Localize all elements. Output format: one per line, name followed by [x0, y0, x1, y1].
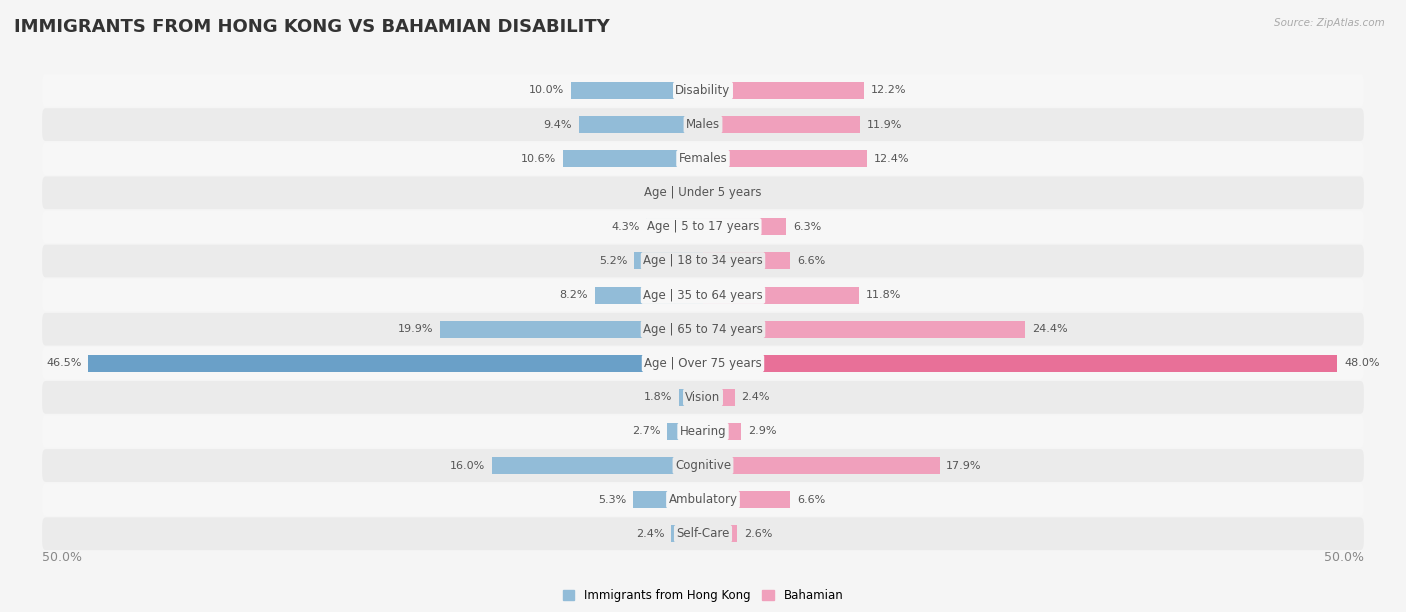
FancyBboxPatch shape [42, 108, 1364, 141]
Text: Cognitive: Cognitive [675, 459, 731, 472]
Text: Vision: Vision [685, 391, 721, 404]
Bar [703, 82, 865, 99]
FancyBboxPatch shape [42, 245, 1364, 277]
Text: 11.8%: 11.8% [866, 290, 901, 300]
Bar [703, 457, 939, 474]
FancyBboxPatch shape [42, 74, 1364, 107]
Text: 11.9%: 11.9% [868, 119, 903, 130]
FancyBboxPatch shape [42, 517, 1364, 550]
Text: Females: Females [679, 152, 727, 165]
Text: Hearing: Hearing [679, 425, 727, 438]
Text: 1.3%: 1.3% [727, 188, 755, 198]
FancyBboxPatch shape [42, 176, 1364, 209]
Text: 5.2%: 5.2% [599, 256, 627, 266]
FancyBboxPatch shape [42, 278, 1364, 312]
Bar [647, 218, 703, 236]
Text: 6.3%: 6.3% [793, 222, 821, 232]
Text: 12.2%: 12.2% [870, 86, 907, 95]
Text: 0.95%: 0.95% [648, 188, 683, 198]
Bar [703, 252, 790, 269]
Bar [89, 355, 703, 371]
Text: Age | Under 5 years: Age | Under 5 years [644, 186, 762, 200]
FancyBboxPatch shape [42, 211, 1364, 243]
Bar [703, 321, 1025, 338]
Text: Ambulatory: Ambulatory [668, 493, 738, 506]
Text: 19.9%: 19.9% [398, 324, 433, 334]
Bar [562, 150, 703, 167]
Text: 6.6%: 6.6% [797, 256, 825, 266]
Text: Males: Males [686, 118, 720, 131]
Text: Age | 65 to 74 years: Age | 65 to 74 years [643, 323, 763, 335]
Bar [440, 321, 703, 338]
Text: 10.6%: 10.6% [522, 154, 557, 163]
Text: Disability: Disability [675, 84, 731, 97]
Bar [579, 116, 703, 133]
Text: 6.6%: 6.6% [797, 494, 825, 505]
Bar [571, 82, 703, 99]
Bar [703, 525, 737, 542]
Text: Self-Care: Self-Care [676, 528, 730, 540]
Text: IMMIGRANTS FROM HONG KONG VS BAHAMIAN DISABILITY: IMMIGRANTS FROM HONG KONG VS BAHAMIAN DI… [14, 18, 610, 36]
Text: 5.3%: 5.3% [598, 494, 626, 505]
Text: 50.0%: 50.0% [42, 551, 82, 564]
Bar [668, 423, 703, 440]
FancyBboxPatch shape [42, 449, 1364, 482]
Bar [690, 184, 703, 201]
Text: 1.8%: 1.8% [644, 392, 672, 402]
Bar [679, 389, 703, 406]
Text: 4.3%: 4.3% [612, 222, 640, 232]
Text: Age | 5 to 17 years: Age | 5 to 17 years [647, 220, 759, 233]
Text: Age | 35 to 64 years: Age | 35 to 64 years [643, 289, 763, 302]
Bar [492, 457, 703, 474]
FancyBboxPatch shape [42, 381, 1364, 414]
Text: 12.4%: 12.4% [873, 154, 910, 163]
Bar [703, 150, 868, 167]
Bar [703, 355, 1337, 371]
Text: 2.4%: 2.4% [636, 529, 665, 539]
Text: 10.0%: 10.0% [529, 86, 564, 95]
Text: 2.9%: 2.9% [748, 427, 776, 436]
Text: 24.4%: 24.4% [1032, 324, 1067, 334]
Legend: Immigrants from Hong Kong, Bahamian: Immigrants from Hong Kong, Bahamian [562, 589, 844, 602]
Bar [703, 423, 741, 440]
Text: 17.9%: 17.9% [946, 461, 981, 471]
Text: 46.5%: 46.5% [46, 358, 82, 368]
Text: 9.4%: 9.4% [544, 119, 572, 130]
Text: 2.7%: 2.7% [633, 427, 661, 436]
Bar [703, 116, 860, 133]
Bar [703, 389, 735, 406]
Text: 50.0%: 50.0% [1324, 551, 1364, 564]
Bar [703, 491, 790, 508]
FancyBboxPatch shape [42, 143, 1364, 175]
Bar [595, 286, 703, 304]
FancyBboxPatch shape [42, 483, 1364, 516]
Text: Age | Over 75 years: Age | Over 75 years [644, 357, 762, 370]
Text: 48.0%: 48.0% [1344, 358, 1379, 368]
FancyBboxPatch shape [42, 415, 1364, 448]
Bar [634, 252, 703, 269]
Bar [633, 491, 703, 508]
Bar [703, 184, 720, 201]
Text: 8.2%: 8.2% [560, 290, 588, 300]
FancyBboxPatch shape [42, 313, 1364, 346]
Text: 2.4%: 2.4% [741, 392, 770, 402]
FancyBboxPatch shape [42, 347, 1364, 379]
Text: Age | 18 to 34 years: Age | 18 to 34 years [643, 255, 763, 267]
Bar [671, 525, 703, 542]
Bar [703, 286, 859, 304]
Text: Source: ZipAtlas.com: Source: ZipAtlas.com [1274, 18, 1385, 28]
Bar [703, 218, 786, 236]
Text: 2.6%: 2.6% [744, 529, 772, 539]
Text: 16.0%: 16.0% [450, 461, 485, 471]
